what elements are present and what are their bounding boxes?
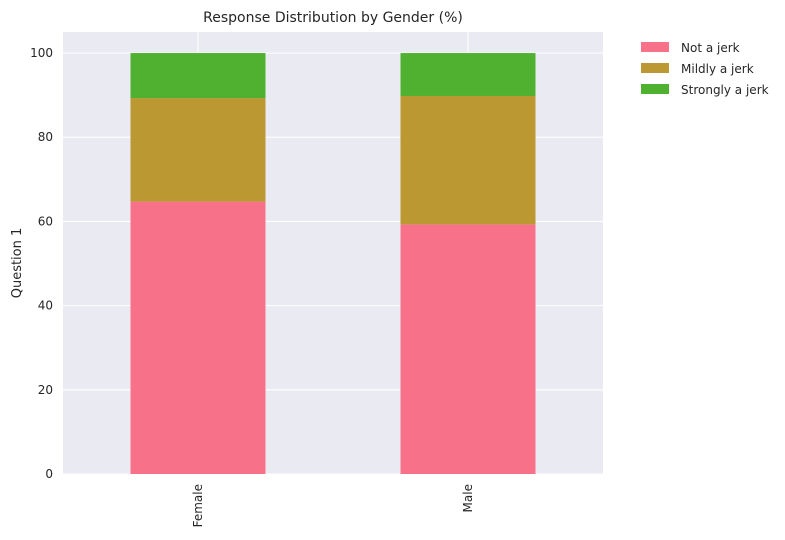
y-tick-label: 40 (38, 299, 53, 313)
y-axis-ticks: 0 20 40 60 80 100 (30, 46, 53, 481)
chart-title: Response Distribution by Gender (%) (203, 10, 463, 26)
y-tick-label: 80 (38, 130, 53, 144)
y-tick-label: 20 (38, 383, 53, 397)
legend-swatch (641, 42, 669, 52)
legend: Not a jerk Mildly a jerk Strongly a jerk (641, 41, 769, 97)
y-axis-label: Question 1 (10, 228, 25, 299)
y-tick-label: 60 (38, 214, 53, 228)
x-tick-label: Male (461, 484, 475, 512)
bar-segment (130, 201, 266, 475)
y-tick-label: 0 (45, 467, 53, 481)
bar-segment (130, 98, 266, 202)
y-tick-label: 100 (30, 46, 53, 60)
legend-swatch (641, 84, 669, 94)
legend-label: Mildly a jerk (681, 62, 754, 76)
x-tick-label: Female (191, 484, 205, 527)
bar-segment (400, 53, 536, 96)
legend-swatch (641, 63, 669, 73)
legend-label: Not a jerk (681, 41, 740, 55)
bars (130, 53, 536, 475)
x-axis-ticks: Female Male (191, 484, 475, 527)
bar-segment (400, 95, 536, 225)
bar-segment (400, 224, 536, 474)
legend-label: Strongly a jerk (681, 83, 769, 97)
bar-segment (130, 53, 266, 99)
